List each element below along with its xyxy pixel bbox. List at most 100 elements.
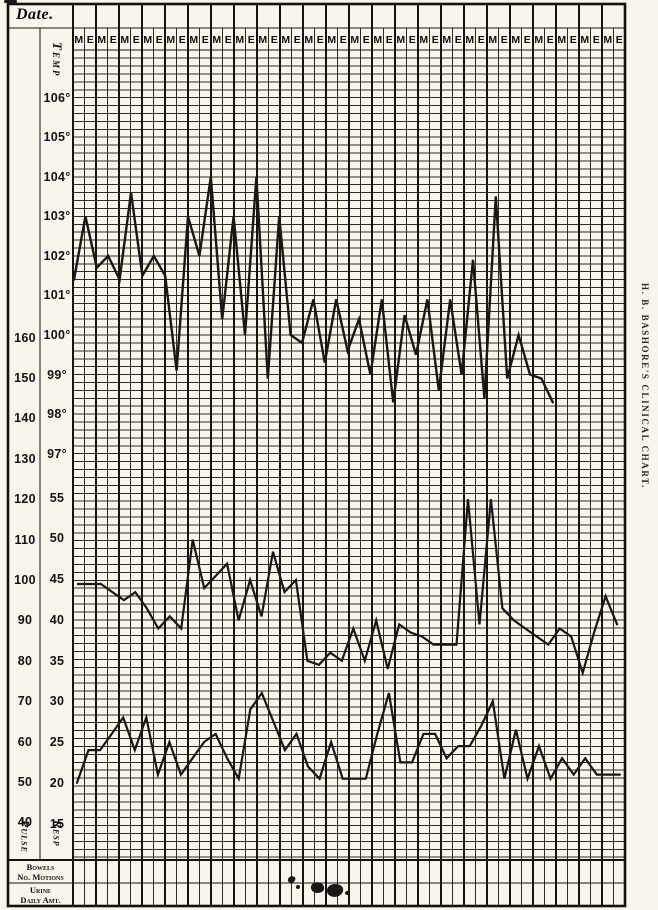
pulse-axis-tick: 160 <box>14 330 36 345</box>
pulse-axis-tick: 90 <box>17 613 33 628</box>
pulse-axis-tick: 50 <box>17 775 33 789</box>
temp-axis-tick: 100° <box>43 328 71 342</box>
me-header-cell: M <box>603 33 613 46</box>
me-header-cell: M <box>258 33 268 46</box>
me-header-cell: M <box>373 33 383 46</box>
pulse-axis-tick: 80 <box>17 653 33 668</box>
me-header-cell: M <box>442 33 452 46</box>
resp-axis-tick: 20 <box>49 775 65 790</box>
pulse-axis-tick: 60 <box>17 734 33 749</box>
me-header-cell: E <box>523 33 531 46</box>
me-header-cell: E <box>546 33 554 46</box>
me-header-cell: M <box>235 33 245 46</box>
date-label: Date. <box>16 6 54 23</box>
me-header-cell: E <box>247 33 255 46</box>
chart-outer-border <box>6 2 627 908</box>
me-header-cell: M <box>74 33 84 46</box>
me-header-cell: M <box>97 33 107 46</box>
me-header-cell: E <box>224 33 232 46</box>
me-header-cell: M <box>143 33 153 46</box>
temp-axis-tick: 97° <box>47 446 67 461</box>
side-title: H. B. BASHORE'S CLINICAL CHART. <box>640 283 650 489</box>
me-header-cell: E <box>477 33 485 46</box>
resp-axis-label: Resp <box>50 820 65 847</box>
temp-axis-label: Temp <box>50 42 65 78</box>
me-header-cell: E <box>178 33 186 46</box>
motions-label: No. Motions <box>17 872 64 882</box>
pulse-axis-tick: 110 <box>14 532 36 547</box>
pulse-axis-tick: 120 <box>14 492 36 507</box>
urine-label: Urine <box>29 885 52 895</box>
me-header-cell: M <box>327 33 337 46</box>
resp-axis-tick: 55 <box>49 490 65 505</box>
footer-row-label-bowels: Bowels No. Motions <box>9 862 72 882</box>
pulse-axis-label: Pulse <box>18 820 33 853</box>
resp-axis-tick: 15 <box>49 816 65 831</box>
me-header-cell: E <box>155 33 163 46</box>
me-header-cell: E <box>431 33 439 46</box>
me-header-cell: M <box>511 33 521 46</box>
bowels-label: Bowels <box>26 862 55 872</box>
pulse-axis-tick: 40 <box>17 815 33 830</box>
daily-amt-label: Daily Amt. <box>20 895 61 905</box>
me-header-cell: E <box>293 33 301 46</box>
me-header-cell: E <box>500 33 508 46</box>
me-header-cell: E <box>86 33 94 46</box>
me-header-cell: E <box>362 33 370 46</box>
resp-axis-tick: 50 <box>49 531 65 546</box>
respiration-trace <box>75 690 622 784</box>
me-header-cell: M <box>350 33 360 46</box>
temp-axis-tick: 101° <box>43 288 71 303</box>
me-header-cell: M <box>465 33 475 46</box>
me-header-cell: E <box>109 33 117 46</box>
me-header-cell: M <box>281 33 291 46</box>
resp-axis-tick: 45 <box>49 572 65 586</box>
ink-smudge <box>296 885 300 889</box>
me-header-cell: E <box>569 33 577 46</box>
me-header-cell: E <box>270 33 278 46</box>
me-header-cell: M <box>419 33 429 46</box>
pulse-axis-tick: 140 <box>14 411 36 426</box>
me-header-cell: M <box>534 33 544 46</box>
me-header-cell: M <box>488 33 498 46</box>
resp-axis-tick: 30 <box>49 694 65 709</box>
me-header-cell: E <box>408 33 416 46</box>
me-header-cell: E <box>316 33 324 46</box>
temp-axis-tick: 98° <box>47 407 67 422</box>
pulse-axis-tick: 100 <box>14 573 36 587</box>
resp-axis-tick: 25 <box>49 735 65 749</box>
me-header-cell: M <box>212 33 222 46</box>
me-header-cell: E <box>615 33 623 46</box>
me-header-cell: M <box>396 33 406 46</box>
me-header-cell: M <box>120 33 130 46</box>
temp-axis-tick: 104° <box>43 169 71 184</box>
me-header-cell: M <box>304 33 314 46</box>
pulse-axis-tick: 150 <box>14 371 36 385</box>
me-header-cell: M <box>166 33 176 46</box>
me-header-cell: E <box>385 33 393 46</box>
temp-axis-tick: 102° <box>43 248 71 263</box>
footer-row-label-urine: Urine Daily Amt. <box>9 885 72 905</box>
pulse-trace <box>76 499 619 677</box>
me-header-cell: M <box>580 33 590 46</box>
temp-axis-tick: 103° <box>43 209 71 224</box>
temp-axis-tick: 105° <box>43 130 71 145</box>
temperature-trace <box>72 176 554 404</box>
me-header-cell: M <box>557 33 567 46</box>
me-header-cell: E <box>132 33 140 46</box>
pulse-axis-tick: 70 <box>17 694 33 709</box>
resp-axis-tick: 35 <box>49 653 65 668</box>
resp-axis-tick: 40 <box>49 612 65 627</box>
pulse-axis-tick: 130 <box>14 451 36 466</box>
me-header-cell: E <box>592 33 600 46</box>
temp-axis-tick: 99° <box>47 367 67 382</box>
me-header-cell: E <box>339 33 347 46</box>
me-header-cell: E <box>201 33 209 46</box>
me-header-cell: M <box>189 33 199 46</box>
ink-smudge <box>345 891 350 895</box>
me-header-cell: E <box>454 33 462 46</box>
scan-artifact-mark <box>4 0 17 3</box>
temp-axis-tick: 106° <box>43 90 71 105</box>
